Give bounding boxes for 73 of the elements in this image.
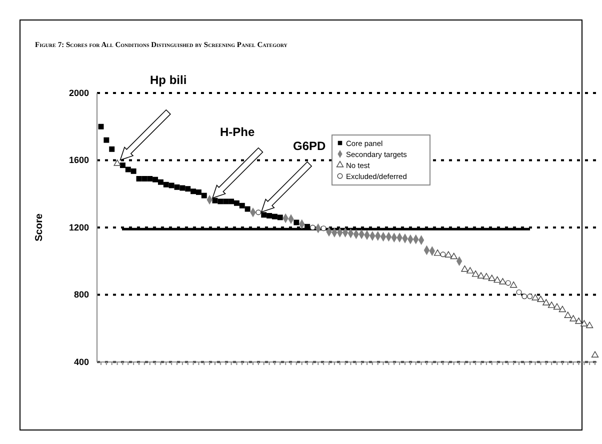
point [218,198,224,204]
point [190,188,196,194]
text: Hp bili [150,73,187,87]
point [212,198,218,204]
point [580,320,588,326]
point [591,351,599,358]
point [510,281,518,288]
y-tick-label: 400 [74,356,89,367]
y-tick-label: 1600 [68,155,89,166]
point [320,226,326,232]
annotation: H-Phe [220,125,255,139]
point [152,176,158,182]
point [114,160,121,166]
point [586,322,594,328]
point [575,318,582,324]
point [223,198,229,204]
point [494,276,501,283]
point [234,200,240,206]
point [136,176,142,182]
point [256,210,262,216]
point [488,274,496,281]
point [185,186,191,192]
point [532,294,539,300]
point [158,179,164,185]
point [564,312,572,318]
point [201,192,207,198]
point [505,280,511,286]
point [440,252,446,258]
point [130,168,136,174]
point [499,278,506,284]
point [310,224,316,230]
point [261,212,267,218]
point [180,185,186,191]
point [477,272,485,278]
point [244,206,250,212]
point [466,267,474,274]
point [147,176,153,182]
y-axis-title: Score [34,213,45,242]
point [109,146,115,152]
point [98,124,104,130]
point [294,220,300,226]
point [120,162,126,168]
point [450,252,458,260]
point [558,306,566,312]
point [516,289,522,295]
point [444,251,452,258]
y-tick-label: 800 [74,290,89,300]
point [482,273,490,280]
point [570,315,577,322]
y-tick-label: 2000 [68,88,89,98]
point [266,212,272,218]
point [239,202,245,208]
point [163,182,169,188]
point [272,214,278,220]
point [548,302,556,308]
point [168,182,174,188]
point [228,198,234,204]
point [196,189,202,195]
point [472,270,480,277]
point [434,249,442,256]
point [142,176,148,182]
point [461,265,468,272]
point [104,137,110,143]
point [277,214,283,220]
y-tick-label: 1200 [68,222,89,232]
annotation: G6PD [293,139,326,153]
point [527,294,533,300]
point [174,184,180,190]
point [553,303,561,310]
point [542,299,550,306]
point [537,296,544,302]
point [125,166,131,172]
point [522,294,528,300]
